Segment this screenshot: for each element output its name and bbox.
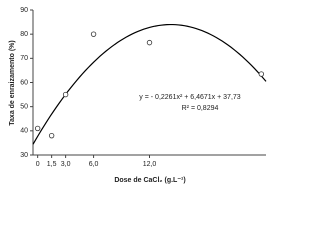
x-tick-label: 12,0 [143, 161, 157, 168]
y-tick-label: 30 [20, 152, 28, 159]
x-tick-label: 6,0 [89, 161, 99, 168]
x-axis-title: Dose de CaCl₂ (g.L⁻¹) [114, 177, 185, 184]
chart: Taxa de enraizamento (%) Dose de CaCl₂ (… [9, 7, 267, 184]
y-tick-label: 50 [20, 104, 28, 111]
y-tick-label: 80 [20, 31, 28, 38]
data-point [62, 91, 69, 98]
trend-line [32, 23, 267, 145]
x-tick-label: 3,0 [61, 161, 71, 168]
data-point [48, 132, 55, 139]
x-tick-label: 0 [36, 161, 40, 168]
data-point [146, 39, 153, 46]
y-tick-label: 40 [20, 128, 28, 135]
equation: y = - 0,2261x² + 6,4671x + 37,73 [139, 94, 240, 101]
data-point [90, 31, 97, 37]
y-tick-label: 60 [20, 79, 28, 86]
data-point [258, 71, 265, 77]
data-point [34, 125, 41, 132]
y-tick-label: 70 [20, 55, 28, 62]
y-tick-label: 90 [20, 7, 28, 14]
x-tick-label: 1,5 [47, 161, 57, 168]
r-squared: R² = 0,8294 [182, 105, 219, 112]
y-axis-title: Taxa de enraizamento (%) [9, 40, 16, 125]
